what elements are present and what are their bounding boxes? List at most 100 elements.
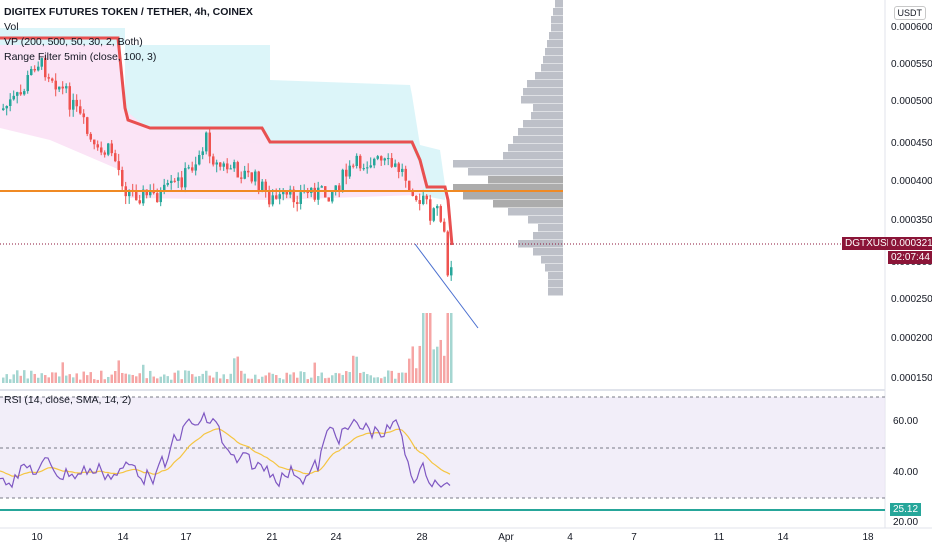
volume-bar xyxy=(201,373,204,383)
volume-bar xyxy=(439,339,442,383)
volume-bar xyxy=(159,376,162,383)
vol-legend[interactable]: Vol xyxy=(4,21,19,33)
rsi-value-tag: 25.12 xyxy=(890,503,922,516)
candle-body xyxy=(61,86,64,89)
candle-body xyxy=(184,168,187,188)
candle-body xyxy=(180,177,183,188)
volume-bar xyxy=(110,374,113,383)
candle-body xyxy=(380,156,383,161)
volume-profile-bar xyxy=(538,224,563,232)
volume-bar xyxy=(247,378,250,383)
candle-body xyxy=(19,92,22,95)
price-tick: 0.000150 xyxy=(891,373,932,384)
volume-profile-bar xyxy=(521,96,563,104)
volume-bar xyxy=(184,370,187,383)
volume-bar xyxy=(75,373,78,383)
candle-body xyxy=(331,190,334,202)
volume-bar xyxy=(450,313,453,383)
time-label: Apr xyxy=(498,532,514,543)
volume-bar xyxy=(121,372,124,383)
volume-profile-bar xyxy=(543,56,563,64)
candle-body xyxy=(355,155,358,166)
vp-legend[interactable]: VP (200, 500, 50, 30, 2, Both) xyxy=(4,36,143,48)
time-label: 18 xyxy=(862,532,874,543)
rsi-legend[interactable]: RSI (14, close, SMA, 14, 2) xyxy=(4,394,132,406)
rsi-band xyxy=(0,397,885,498)
volume-bar xyxy=(131,374,134,383)
volume-bar xyxy=(89,372,92,383)
volume-bar xyxy=(72,377,75,383)
candle-body xyxy=(257,171,260,192)
candle-body xyxy=(390,158,393,167)
time-label: 21 xyxy=(266,532,278,543)
candle-body xyxy=(429,199,432,221)
candle-body xyxy=(79,106,82,114)
symbol-title[interactable]: DIGITEX FUTURES TOKEN / TETHER, 4h, COIN… xyxy=(4,6,253,18)
candle-body xyxy=(450,267,453,276)
trend-line[interactable] xyxy=(414,243,479,329)
candle-body xyxy=(205,132,208,152)
volume-bar xyxy=(212,377,215,383)
volume-bar xyxy=(366,374,369,383)
candle-body xyxy=(397,163,400,172)
volume-bar xyxy=(338,373,341,383)
candle-body xyxy=(401,168,404,172)
price-tick: 0.000400 xyxy=(891,176,932,187)
volume-bar xyxy=(355,356,358,383)
price-tick: 0.000600 xyxy=(891,22,932,33)
volume-profile-bar xyxy=(503,152,563,160)
time-label: 28 xyxy=(416,532,428,543)
volume-profile-bar xyxy=(548,272,563,280)
volume-bar xyxy=(96,379,99,383)
range-filter-line xyxy=(0,36,454,246)
volume-bar xyxy=(415,368,418,383)
candle-body xyxy=(411,190,414,196)
candle-body xyxy=(362,168,365,170)
candle-body xyxy=(58,86,61,90)
candle-body xyxy=(296,202,299,204)
time-label: 17 xyxy=(180,532,192,543)
candle-body xyxy=(75,99,78,107)
candle-body xyxy=(345,169,348,177)
candle-body xyxy=(436,206,439,209)
volume-bar xyxy=(313,362,316,383)
candle-body xyxy=(121,169,124,187)
price-tick: 0.000200 xyxy=(891,333,932,344)
volume-bar xyxy=(194,376,197,383)
volume-bar xyxy=(289,374,292,383)
volume-bar xyxy=(166,376,169,383)
volume-bar xyxy=(422,313,425,383)
volume-bar xyxy=(404,372,407,383)
candle-body xyxy=(338,185,341,191)
volume-bar xyxy=(142,364,145,383)
candle-body xyxy=(313,187,316,200)
candle-body xyxy=(254,171,257,182)
volume-bar xyxy=(128,374,131,383)
candle-body xyxy=(285,191,288,195)
volume-profile-bar xyxy=(533,248,563,256)
volume-bar xyxy=(16,370,19,383)
candle-body xyxy=(54,80,57,90)
candle-body xyxy=(215,162,218,165)
volume-bar xyxy=(327,377,330,383)
volume-bar xyxy=(387,370,390,383)
volume-bar xyxy=(233,358,236,383)
candle-body xyxy=(103,152,106,155)
currency-button[interactable]: USDT xyxy=(893,6,926,20)
candle-body xyxy=(271,195,274,205)
range-filter-legend[interactable]: Range Filter 5min (close, 100, 3) xyxy=(4,51,157,63)
volume-bar xyxy=(191,374,194,383)
time-label: 4 xyxy=(567,532,573,543)
volume-bar xyxy=(261,376,264,383)
candle-body xyxy=(317,187,320,200)
volume-bar xyxy=(243,373,246,383)
volume-profile-bar xyxy=(513,136,563,144)
volume-bar xyxy=(401,372,404,383)
volume-bar xyxy=(12,374,15,383)
volume-bar xyxy=(373,377,376,383)
volume-bar xyxy=(275,375,278,383)
volume-bar xyxy=(432,349,435,383)
candle-body xyxy=(107,143,110,155)
volume-bar xyxy=(156,378,159,383)
